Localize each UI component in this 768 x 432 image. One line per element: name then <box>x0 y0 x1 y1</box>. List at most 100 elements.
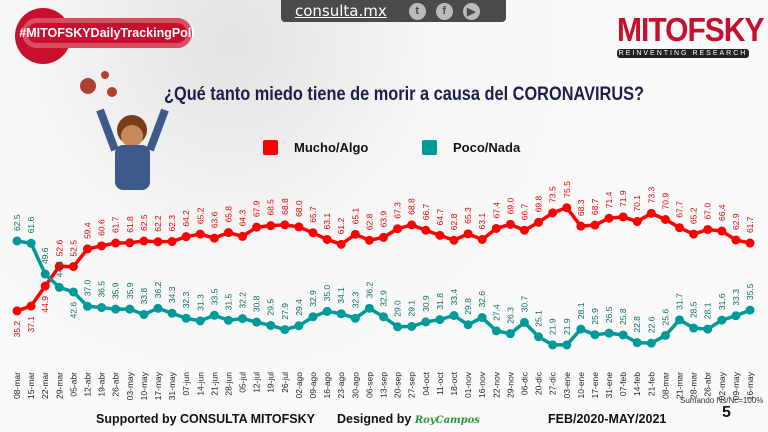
data-label: 25.9 <box>590 308 600 325</box>
data-label: 64.7 <box>435 209 445 226</box>
data-label: 32.9 <box>379 290 389 307</box>
data-point <box>477 313 487 323</box>
data-point <box>68 262 78 272</box>
data-point <box>54 261 64 271</box>
x-tick-label: 27-dic <box>548 371 558 395</box>
data-point <box>167 308 177 318</box>
data-point <box>238 231 248 241</box>
virus-icon <box>107 87 117 97</box>
data-label: 65.1 <box>350 208 360 225</box>
x-tick-label: 17-ene <box>590 372 600 399</box>
data-label: 52.5 <box>68 240 78 257</box>
youtube-icon[interactable]: ▶ <box>462 2 480 20</box>
data-label: 73.5 <box>548 186 558 203</box>
data-label: 29.8 <box>463 298 473 315</box>
x-tick-label: 31-ene <box>604 372 614 399</box>
data-label: 37.0 <box>82 279 92 296</box>
data-point <box>26 238 36 248</box>
data-label: 63.1 <box>477 213 487 230</box>
chart-title: ¿Qué tanto miedo tiene de morir a causa … <box>164 84 645 105</box>
data-label: 42.6 <box>68 302 78 319</box>
data-label: 28.1 <box>576 302 586 319</box>
data-label: 32.3 <box>181 291 191 308</box>
data-point <box>54 282 64 292</box>
data-point <box>308 228 318 238</box>
x-tick-label: 17-may <box>153 371 163 400</box>
data-label: 66.4 <box>717 204 727 221</box>
data-label: 35.9 <box>125 282 135 299</box>
data-point <box>576 324 586 334</box>
site-link[interactable]: consulta.mx <box>295 2 387 20</box>
x-tick-label: 19-jul <box>266 372 276 393</box>
mitofsky-logo: MITOFSKY REINVENTING RESEARCH <box>617 14 764 58</box>
x-tick-label: 10-ene <box>576 372 586 399</box>
data-point <box>125 304 135 314</box>
data-label: 62.2 <box>153 215 163 232</box>
data-label: 36.5 <box>97 281 107 298</box>
data-point <box>745 238 755 248</box>
hashtag-badge[interactable]: #MITOFSKYDailyTrackingPoll <box>19 18 195 48</box>
data-point <box>632 217 642 227</box>
x-tick-label: 20-dic <box>534 371 544 395</box>
facebook-icon[interactable]: f <box>435 2 453 20</box>
data-label: 62.5 <box>139 214 149 231</box>
data-label: 61.7 <box>745 216 755 233</box>
data-point <box>731 235 741 245</box>
data-label: 44.9 <box>40 296 50 313</box>
data-point <box>660 330 670 340</box>
data-label: 65.2 <box>195 207 205 224</box>
data-point <box>308 312 318 322</box>
data-point <box>604 213 614 223</box>
data-label: 22.6 <box>646 316 656 333</box>
x-tick-label: 08-mar <box>12 372 22 399</box>
data-point <box>40 281 50 291</box>
data-point <box>618 330 628 340</box>
virus-icon <box>80 78 96 94</box>
data-label: 65.8 <box>223 206 233 223</box>
data-point <box>350 229 360 239</box>
data-point <box>364 235 374 245</box>
x-tick-label: 07-jun <box>181 372 191 396</box>
data-label: 35.9 <box>111 282 121 299</box>
data-point <box>322 234 332 244</box>
x-tick-label: 27-sep <box>407 372 417 398</box>
data-label: 71.9 <box>618 190 628 207</box>
data-point <box>731 311 741 321</box>
data-label: 27.4 <box>491 304 501 321</box>
data-label: 32.2 <box>238 292 248 309</box>
data-point <box>491 326 501 336</box>
data-point <box>689 229 699 239</box>
x-tick-label: 29-mar <box>54 372 64 399</box>
data-label: 33.5 <box>209 288 219 305</box>
data-point <box>336 309 346 319</box>
data-label: 59.4 <box>82 222 92 239</box>
data-label: 68.8 <box>280 198 290 215</box>
data-point <box>689 323 699 333</box>
data-label: 70.9 <box>660 193 670 210</box>
data-label: 71.4 <box>604 191 614 208</box>
data-label: 30.9 <box>421 295 431 312</box>
data-point <box>534 217 544 227</box>
data-point <box>294 222 304 232</box>
x-tick-label: 26-abr <box>111 372 121 397</box>
data-point <box>590 220 600 230</box>
data-label: 65.3 <box>463 207 473 224</box>
data-label: 35.2 <box>12 321 22 338</box>
data-label: 26.3 <box>505 307 515 324</box>
legend-item-mucho-algo: Mucho/Algo <box>263 140 368 155</box>
data-point <box>350 313 360 323</box>
data-point <box>477 234 487 244</box>
data-label: 28.5 <box>689 301 699 318</box>
x-tick-label: 06-dic <box>519 371 529 395</box>
data-point <box>181 313 191 323</box>
data-point <box>26 301 36 311</box>
twitter-icon[interactable]: t <box>408 2 426 20</box>
legend-swatch <box>422 140 437 155</box>
x-tick-label: 15-mar <box>26 372 36 399</box>
data-point <box>223 228 233 238</box>
data-point <box>68 287 78 297</box>
data-label: 63.1 <box>322 213 332 230</box>
x-tick-label: 14-feb <box>632 372 642 396</box>
data-point <box>449 235 459 245</box>
